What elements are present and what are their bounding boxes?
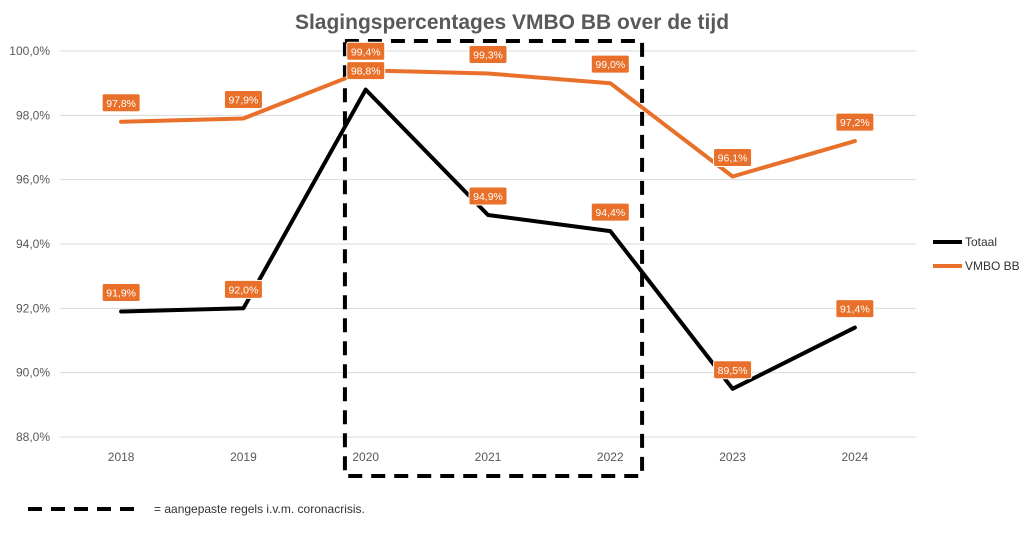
y-tick-label: 88,0% [16,430,50,444]
x-tick-label: 2019 [230,450,257,464]
series-line-vmbo-bb [119,68,857,179]
data-label-box [223,279,263,299]
data-label-box [223,90,263,110]
data-label: 94,9% [468,186,508,206]
data-label-box [468,186,508,206]
legend-label: Totaal [965,235,997,249]
x-tick-label: 2020 [352,450,379,464]
series-lines [119,68,857,391]
data-label-box [835,112,875,132]
data-label: 98,8% [346,61,386,81]
data-label-box [468,45,508,65]
data-label: 92,0% [223,279,263,299]
corona-period-highlight [342,39,645,478]
data-label: 99,0% [590,54,630,74]
data-label-box [101,93,141,113]
data-label-text: 94,4% [595,207,625,219]
data-label: 91,9% [101,283,141,303]
x-tick-label: 2023 [719,450,746,464]
y-tick-label: 100,0% [9,44,50,58]
data-label-box [101,283,141,303]
data-label: 97,8% [101,93,141,113]
data-label-text: 92,0% [229,284,259,296]
data-label: 89,5% [713,360,753,380]
x-axis: 2018 2019 2020 2021 2022 2023 2024 [108,450,869,464]
data-label: 97,9% [223,90,263,110]
data-label-box [590,54,630,74]
y-tick-label: 96,0% [16,173,50,187]
data-label: 94,4% [590,202,630,222]
data-label-text: 89,5% [718,365,748,377]
highlight-note: = aangepaste regels i.v.m. coronacrisis. [28,502,365,516]
x-tick-label: 2018 [108,450,135,464]
data-label-box [346,41,386,61]
x-tick-label: 2022 [597,450,624,464]
data-label-text: 91,4% [840,304,870,316]
data-label-text: 97,8% [106,98,136,110]
y-tick-label: 92,0% [16,301,50,315]
data-label-box [713,360,753,380]
chart-title: Slagingspercentages VMBO BB over de tijd [295,11,729,34]
data-label-box [590,202,630,222]
data-label-text: 99,0% [595,59,625,71]
data-label-text: 97,2% [840,117,870,129]
data-label-text: 94,9% [473,191,503,203]
y-axis: 88,0% 90,0% 92,0% 94,0% 96,0% 98,0% 100,0% [9,44,50,444]
y-tick-label: 98,0% [16,108,50,122]
series-line-totaal [119,87,857,391]
data-labels: 91,9% 92,0% 98,8% 94,9% 94,4% 89,5% 91,4% 97,8%… [101,41,875,380]
data-label: 99,4% [346,41,386,61]
y-tick-label: 94,0% [16,237,50,251]
data-label-text: 98,8% [351,66,381,78]
data-label-text: 91,9% [106,288,136,300]
data-label-text: 97,9% [229,95,259,107]
data-label: 99,3% [468,45,508,65]
highlight-box [342,39,645,478]
data-label: 96,1% [713,147,753,167]
data-label-text: 96,1% [718,152,748,164]
data-label: 97,2% [835,112,875,132]
gridlines [60,50,916,438]
note-text: = aangepaste regels i.v.m. coronacrisis. [154,502,365,516]
x-tick-label: 2024 [842,450,869,464]
legend-label: VMBO BB [965,259,1020,273]
data-label-box [835,299,875,319]
data-label: 91,4% [835,299,875,319]
data-label-box [346,61,386,81]
data-label-text: 99,3% [473,50,503,62]
y-tick-label: 90,0% [16,366,50,380]
legend: Totaal VMBO BB [933,235,1020,273]
data-label-text: 99,4% [351,46,381,58]
x-tick-label: 2021 [475,450,502,464]
data-label-box [713,147,753,167]
